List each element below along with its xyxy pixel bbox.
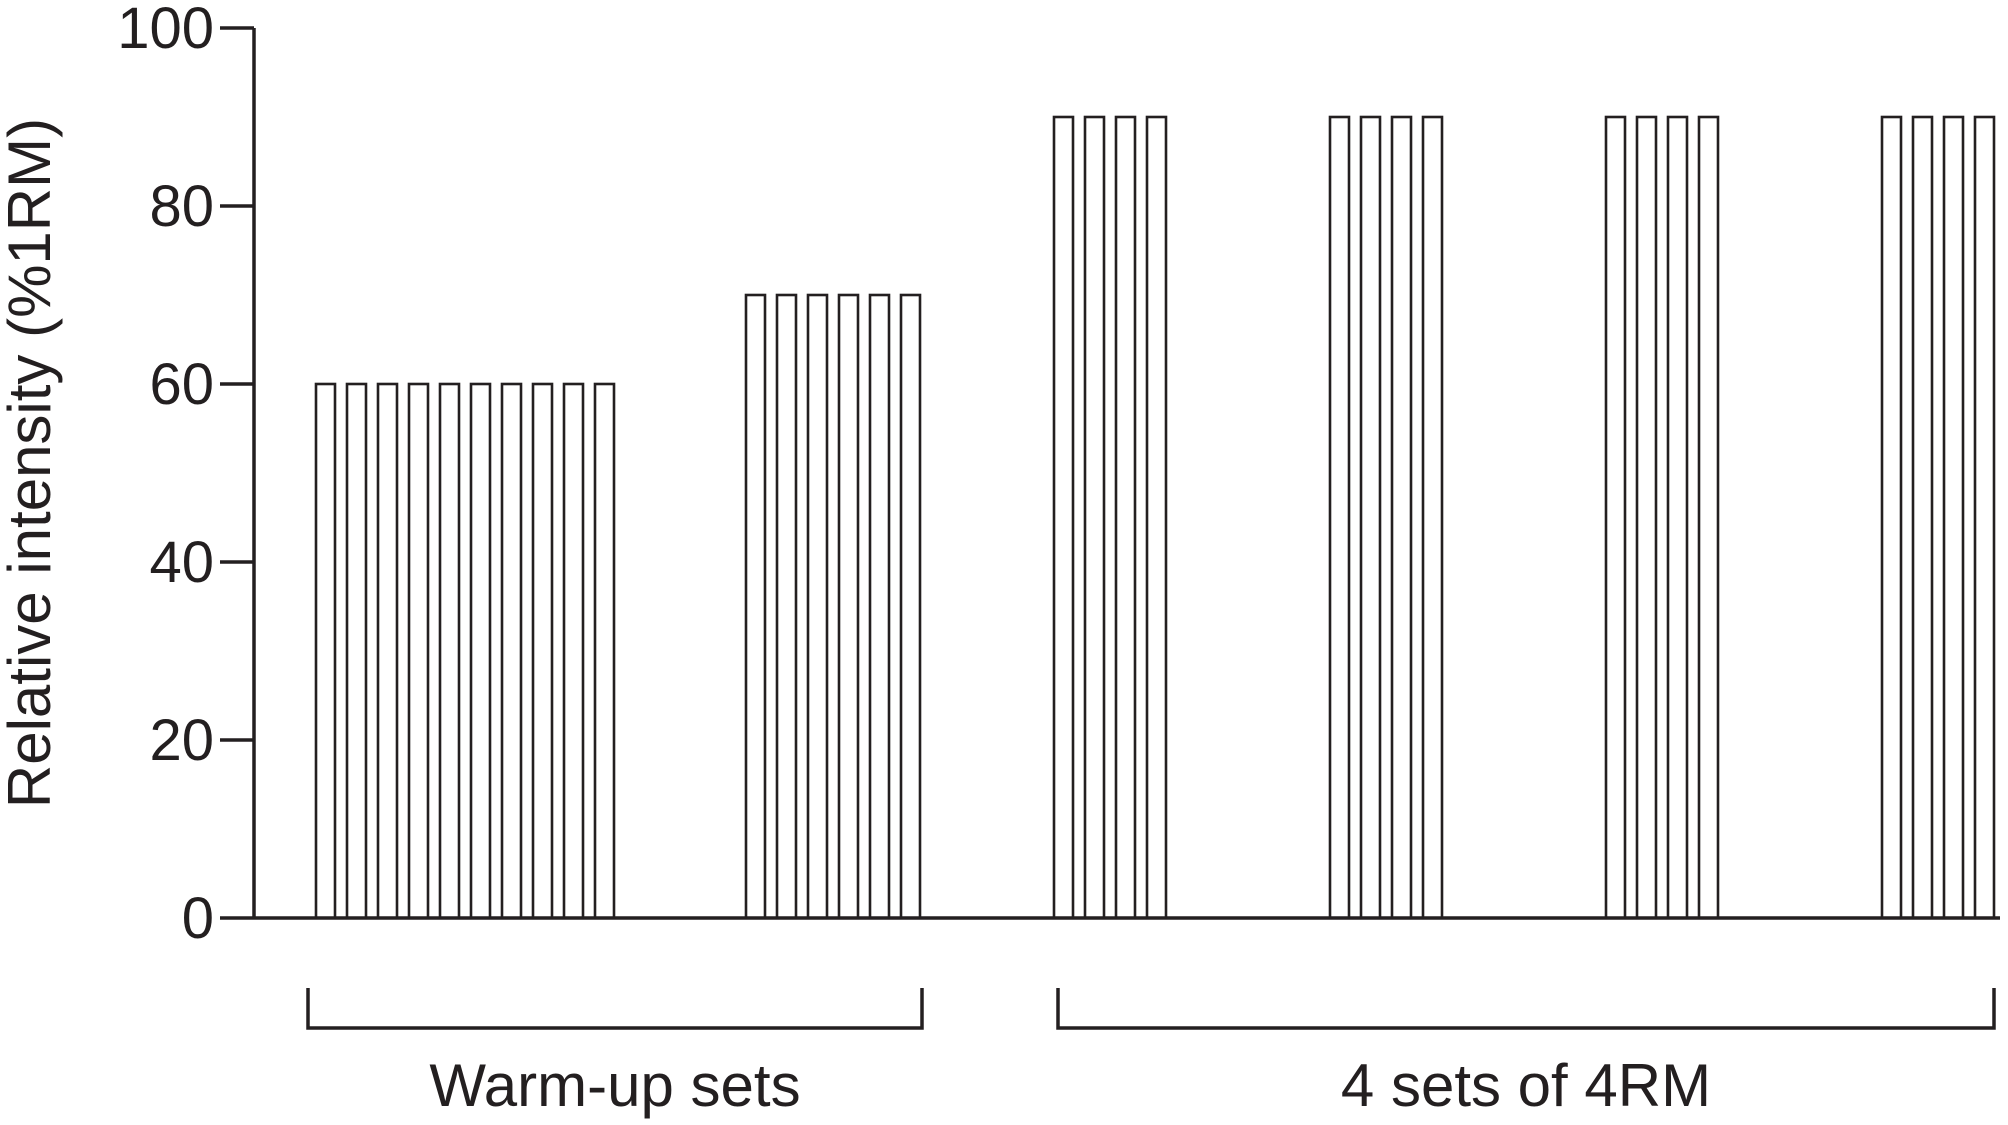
bar (1604, 115, 1627, 920)
bar (868, 293, 891, 920)
y-ticks: 0 20 40 60 80 100 (117, 0, 254, 951)
bar (1973, 115, 1996, 920)
bar (562, 382, 585, 920)
bar (1359, 115, 1382, 920)
group-label: Warm-up sets (429, 1052, 800, 1119)
bar-set (744, 293, 922, 920)
y-axis: 0 20 40 60 80 100 (117, 0, 256, 951)
bar (314, 382, 337, 920)
bar (531, 382, 554, 920)
group-bracket (306, 988, 924, 1030)
bar (1114, 115, 1137, 920)
bar (1635, 115, 1658, 920)
bar (1390, 115, 1413, 920)
bar (1666, 115, 1689, 920)
bar (1942, 115, 1965, 920)
group-label: 4 sets of 4RM (1341, 1052, 1711, 1119)
group-bracket (1056, 988, 1996, 1030)
y-tick-label: 100 (117, 0, 214, 61)
bar (899, 293, 922, 920)
y-tick-label: 40 (149, 530, 214, 595)
y-tick-label: 80 (149, 174, 214, 239)
bar (469, 382, 492, 920)
bar (1880, 115, 1903, 920)
group-brackets: Warm-up sets 4 sets of 4RM (306, 988, 1996, 1119)
bar (376, 382, 399, 920)
y-tick-label: 60 (149, 352, 214, 417)
bar (593, 382, 616, 920)
y-axis-title: Relative intensity (%1RM) (0, 118, 63, 808)
bar (1083, 115, 1106, 920)
y-tick-label: 0 (182, 886, 214, 951)
bar (1697, 115, 1720, 920)
bar (744, 293, 767, 920)
bar (1911, 115, 1934, 920)
bar (1145, 115, 1168, 920)
bar-set (1880, 115, 1996, 920)
bar-set (1052, 115, 1168, 920)
bar (806, 293, 829, 920)
bar (1421, 115, 1444, 920)
bar (775, 293, 798, 920)
bar (837, 293, 860, 920)
bars (314, 115, 1996, 920)
bar-set (314, 382, 616, 920)
bar-set (1328, 115, 1444, 920)
bar-set (1604, 115, 1720, 920)
bar (407, 382, 430, 920)
bar (438, 382, 461, 920)
bar (1328, 115, 1351, 920)
bar (345, 382, 368, 920)
bar (1052, 115, 1075, 920)
y-tick-label: 20 (149, 708, 214, 773)
bar (500, 382, 523, 920)
